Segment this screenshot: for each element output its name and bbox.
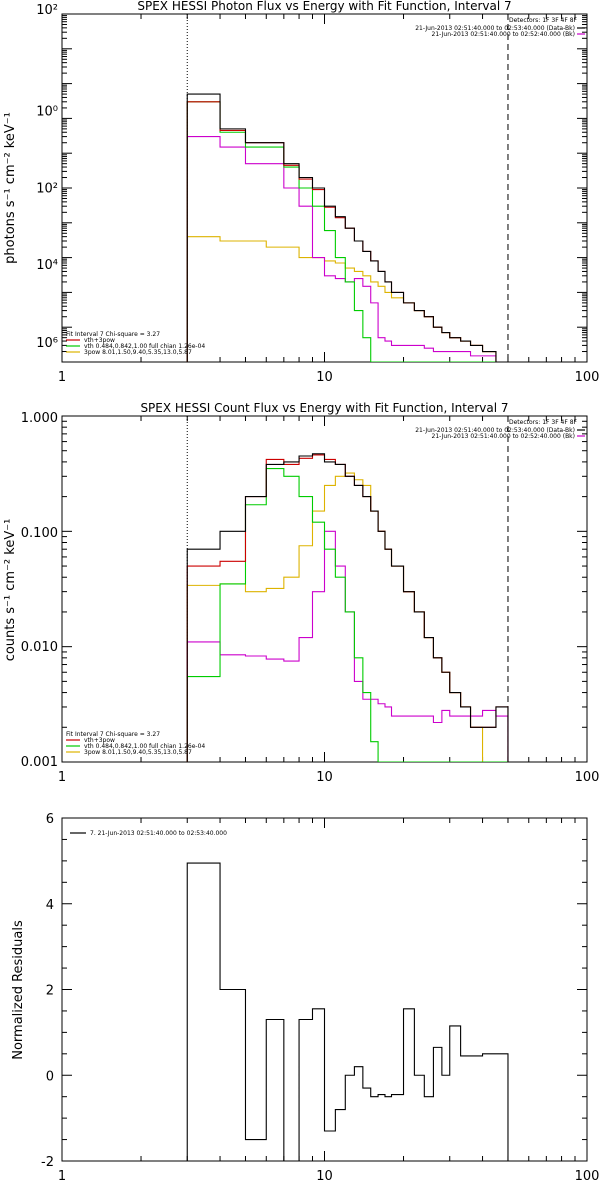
y-tick-label: 4: [46, 898, 54, 913]
legend-entry-text: 21-Jun-2013 02:51:40.000 to 02:53:40.000…: [415, 25, 575, 32]
legend-header: Fit Interval 7 Chi-square = 3.27: [66, 331, 160, 338]
legend-entry-text: vth+3pow: [84, 737, 115, 744]
x-axis-ticks: [61, 818, 576, 1161]
y-tick-label: 10⁶: [36, 336, 58, 351]
y-tick-label: 0.001: [21, 755, 58, 770]
series-total-line: [186, 101, 508, 362]
legend-entry-text: vth 0.484,0.842,1.00 full chian 1.26e-04: [84, 743, 205, 750]
photon-flux-chart: SPEX HESSI Photon Flux vs Energy with Fi…: [3, 0, 599, 385]
y-tick-label: 2: [46, 984, 54, 999]
legend-entry-text: vth+3pow: [84, 337, 115, 344]
legend-header: Fit Interval 7 Chi-square = 3.27: [66, 731, 160, 738]
y-axis-label: counts s⁻¹ cm⁻² keV⁻¹: [3, 519, 18, 662]
legend-entry-text: 3pow 8.01,1.50,9.40,5.35,13.0,5.87: [84, 749, 192, 756]
y-tick-label: 6: [46, 812, 54, 827]
y-axis-label: Normalized Residuals: [11, 920, 26, 1060]
legend-entry-text: 3pow 8.01,1.50,9.40,5.35,13.0,5.87: [84, 349, 192, 356]
x-tick-label: 1: [58, 770, 66, 785]
legend-entry-text: 21-Jun-2013 02:51:40.000 to 02:52:40.000…: [432, 433, 575, 440]
series-background-line: [186, 530, 509, 762]
residuals-chart: Normalized Residuals 1 10 100 -2 0 2 4 6 7. 21-Ju…: [11, 812, 599, 1184]
y-tick-label: 10⁴: [36, 258, 58, 273]
series-bpow-line: [186, 236, 508, 362]
y-tick-label: 0.010: [21, 640, 58, 655]
y-axis-ticks: [62, 817, 587, 1162]
y-axis-ticks: [62, 420, 587, 763]
y-axis-label: photons s⁻¹ cm⁻² keV⁻¹: [3, 112, 18, 264]
chart-title: SPEX HESSI Count Flux vs Energy with Fit…: [140, 401, 508, 415]
series-data-line: [186, 862, 509, 1161]
x-tick-label: 100: [575, 770, 600, 785]
y-tick-label: 0.100: [21, 526, 58, 541]
y-tick-label: -2: [41, 1155, 54, 1170]
series-data-line: [186, 453, 509, 762]
count-flux-chart: SPEX HESSI Count Flux vs Energy with Fit…: [3, 401, 599, 785]
y-tick-label: 0: [46, 1069, 54, 1084]
legend-header: Detectors: 1F 3F 4F 8F: [509, 17, 578, 24]
x-axis-ticks: [61, 416, 576, 762]
series-background-line: [186, 136, 508, 362]
y-axis-ticks: [62, 15, 587, 363]
legend-header: Detectors: 1F 3F 4F 8F: [509, 419, 578, 426]
legend-entry-text: vth 0.484,0.842,1.00 full chian 1.26e-04: [84, 343, 205, 350]
x-tick-label: 1: [58, 1169, 66, 1184]
x-tick-label: 10: [316, 370, 333, 385]
x-tick-label: 100: [575, 1169, 600, 1184]
chart-title: SPEX HESSI Photon Flux vs Energy with Fi…: [137, 0, 511, 13]
y-tick-label: 10²: [36, 3, 58, 18]
legend-entry-text: 7. 21-Jun-2013 02:51:40.000 to 02:53:40.…: [90, 830, 227, 837]
legend-entry-text: 21-Jun-2013 02:51:40.000 to 02:53:40.000…: [415, 427, 575, 434]
y-tick-label: 10²: [36, 182, 58, 197]
x-tick-label: 100: [575, 370, 600, 385]
x-tick-label: 10: [316, 1169, 333, 1184]
series-vth-line: [186, 468, 508, 762]
series-vth-line: [186, 101, 508, 362]
x-tick-label: 1: [58, 370, 66, 385]
y-tick-label: 10⁰: [36, 105, 58, 120]
legend-entry-text: 21-Jun-2013 02:51:40.000 to 02:52:40.000…: [432, 31, 575, 38]
series-data-line: [186, 93, 508, 362]
x-tick-label: 10: [316, 770, 333, 785]
y-tick-label: 1.000: [21, 411, 58, 426]
series-bpow-line: [186, 472, 508, 762]
